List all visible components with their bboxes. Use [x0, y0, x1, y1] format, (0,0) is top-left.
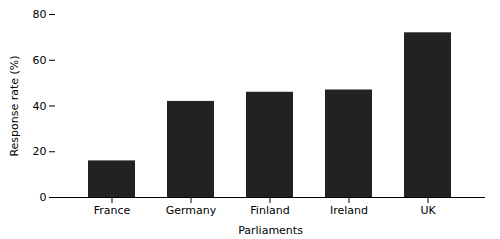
svg-text:0: 0	[40, 191, 47, 204]
svg-text:20: 20	[33, 145, 47, 158]
svg-text:60: 60	[33, 54, 47, 67]
svg-text:Ireland: Ireland	[330, 204, 368, 217]
svg-text:France: France	[94, 204, 131, 217]
svg-text:Parliaments: Parliaments	[238, 224, 303, 237]
svg-text:80: 80	[33, 8, 47, 21]
svg-text:Finland: Finland	[250, 204, 289, 217]
svg-text:Response rate (%): Response rate (%)	[8, 55, 21, 156]
svg-text:Germany: Germany	[166, 204, 217, 217]
svg-text:40: 40	[33, 100, 47, 113]
svg-text:UK: UK	[420, 204, 436, 217]
